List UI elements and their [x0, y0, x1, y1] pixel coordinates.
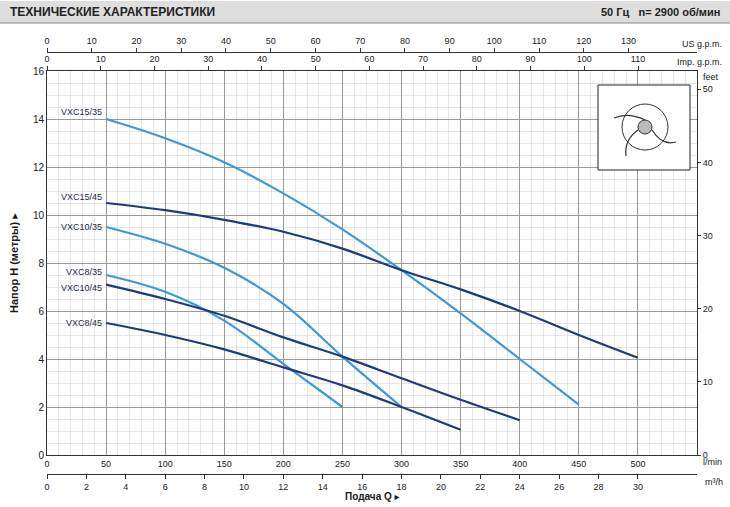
svg-text:10: 10: [87, 36, 97, 46]
svg-text:VXC8/45: VXC8/45: [66, 318, 102, 328]
svg-text:300: 300: [394, 459, 409, 469]
svg-text:80: 80: [400, 36, 410, 46]
svg-text:450: 450: [571, 459, 586, 469]
svg-text:0: 0: [44, 459, 49, 469]
svg-text:100: 100: [577, 54, 592, 64]
svg-text:28: 28: [594, 482, 604, 492]
svg-text:350: 350: [453, 459, 468, 469]
svg-text:m³/h: m³/h: [705, 477, 723, 487]
svg-text:150: 150: [217, 459, 232, 469]
svg-text:30: 30: [703, 231, 713, 241]
svg-text:Imp. g.p.m.: Imp. g.p.m.: [677, 57, 722, 67]
svg-text:10: 10: [703, 377, 713, 387]
svg-text:Подача Q ▸: Подача Q ▸: [345, 491, 400, 502]
svg-text:250: 250: [335, 459, 350, 469]
svg-text:0: 0: [38, 450, 44, 461]
svg-text:0: 0: [703, 450, 708, 460]
svg-text:18: 18: [397, 482, 407, 492]
svg-text:20: 20: [149, 54, 159, 64]
svg-text:40: 40: [221, 36, 231, 46]
svg-text:10: 10: [239, 482, 249, 492]
svg-text:20: 20: [703, 304, 713, 314]
svg-text:80: 80: [472, 54, 482, 64]
svg-text:VXC15/35: VXC15/35: [61, 107, 102, 117]
svg-text:50: 50: [311, 54, 321, 64]
svg-text:2: 2: [84, 482, 89, 492]
svg-text:l/min: l/min: [703, 457, 722, 467]
svg-text:90: 90: [526, 54, 536, 64]
svg-text:90: 90: [445, 36, 455, 46]
svg-text:40: 40: [703, 158, 713, 168]
svg-text:US g.p.m.: US g.p.m.: [682, 39, 722, 49]
svg-text:VXC10/35: VXC10/35: [61, 222, 102, 232]
svg-text:70: 70: [355, 36, 365, 46]
svg-text:200: 200: [276, 459, 291, 469]
svg-text:8: 8: [38, 258, 44, 269]
svg-text:Напор H (метры) ▸: Напор H (метры) ▸: [8, 213, 20, 313]
svg-text:feet: feet: [703, 72, 719, 82]
svg-text:100: 100: [158, 459, 173, 469]
svg-text:120: 120: [576, 36, 591, 46]
svg-text:8: 8: [202, 482, 207, 492]
svg-text:30: 30: [633, 482, 643, 492]
svg-text:0: 0: [44, 36, 49, 46]
svg-text:40: 40: [257, 54, 267, 64]
svg-text:ТЕХНИЧЕСКИЕ ХАРАКТЕРИСТИКИ: ТЕХНИЧЕСКИЕ ХАРАКТЕРИСТИКИ: [10, 5, 215, 19]
svg-text:30: 30: [203, 54, 213, 64]
svg-text:110: 110: [631, 54, 645, 64]
svg-text:50 Гц n= 2900 об/мин: 50 Гц n= 2900 об/мин: [601, 6, 720, 18]
svg-text:24: 24: [515, 482, 525, 492]
svg-text:14: 14: [318, 482, 328, 492]
svg-text:10: 10: [96, 54, 106, 64]
svg-text:VXC8/35: VXC8/35: [66, 267, 102, 277]
svg-text:12: 12: [278, 482, 288, 492]
svg-text:6: 6: [38, 306, 44, 317]
svg-text:70: 70: [418, 54, 428, 64]
svg-text:12: 12: [33, 162, 45, 173]
svg-text:110: 110: [532, 36, 546, 46]
svg-text:4: 4: [123, 482, 128, 492]
svg-text:50: 50: [703, 84, 713, 94]
svg-text:26: 26: [554, 482, 564, 492]
svg-text:2: 2: [38, 402, 44, 413]
svg-text:20: 20: [131, 36, 141, 46]
svg-text:60: 60: [310, 36, 320, 46]
svg-text:VXC10/45: VXC10/45: [61, 283, 102, 293]
svg-text:20: 20: [436, 482, 446, 492]
svg-text:16: 16: [357, 482, 367, 492]
svg-text:0: 0: [44, 482, 49, 492]
svg-text:0: 0: [44, 54, 49, 64]
svg-text:6: 6: [163, 482, 168, 492]
svg-text:VXC15/45: VXC15/45: [61, 192, 102, 202]
svg-text:400: 400: [512, 459, 527, 469]
svg-text:22: 22: [475, 482, 485, 492]
svg-text:100: 100: [487, 36, 502, 46]
svg-text:60: 60: [364, 54, 374, 64]
svg-text:14: 14: [33, 114, 45, 125]
svg-text:500: 500: [630, 459, 645, 469]
svg-text:4: 4: [38, 354, 44, 365]
svg-text:50: 50: [101, 459, 111, 469]
svg-text:30: 30: [176, 36, 186, 46]
svg-text:16: 16: [33, 66, 45, 77]
svg-text:10: 10: [33, 210, 45, 221]
svg-text:130: 130: [621, 36, 636, 46]
svg-text:50: 50: [266, 36, 276, 46]
